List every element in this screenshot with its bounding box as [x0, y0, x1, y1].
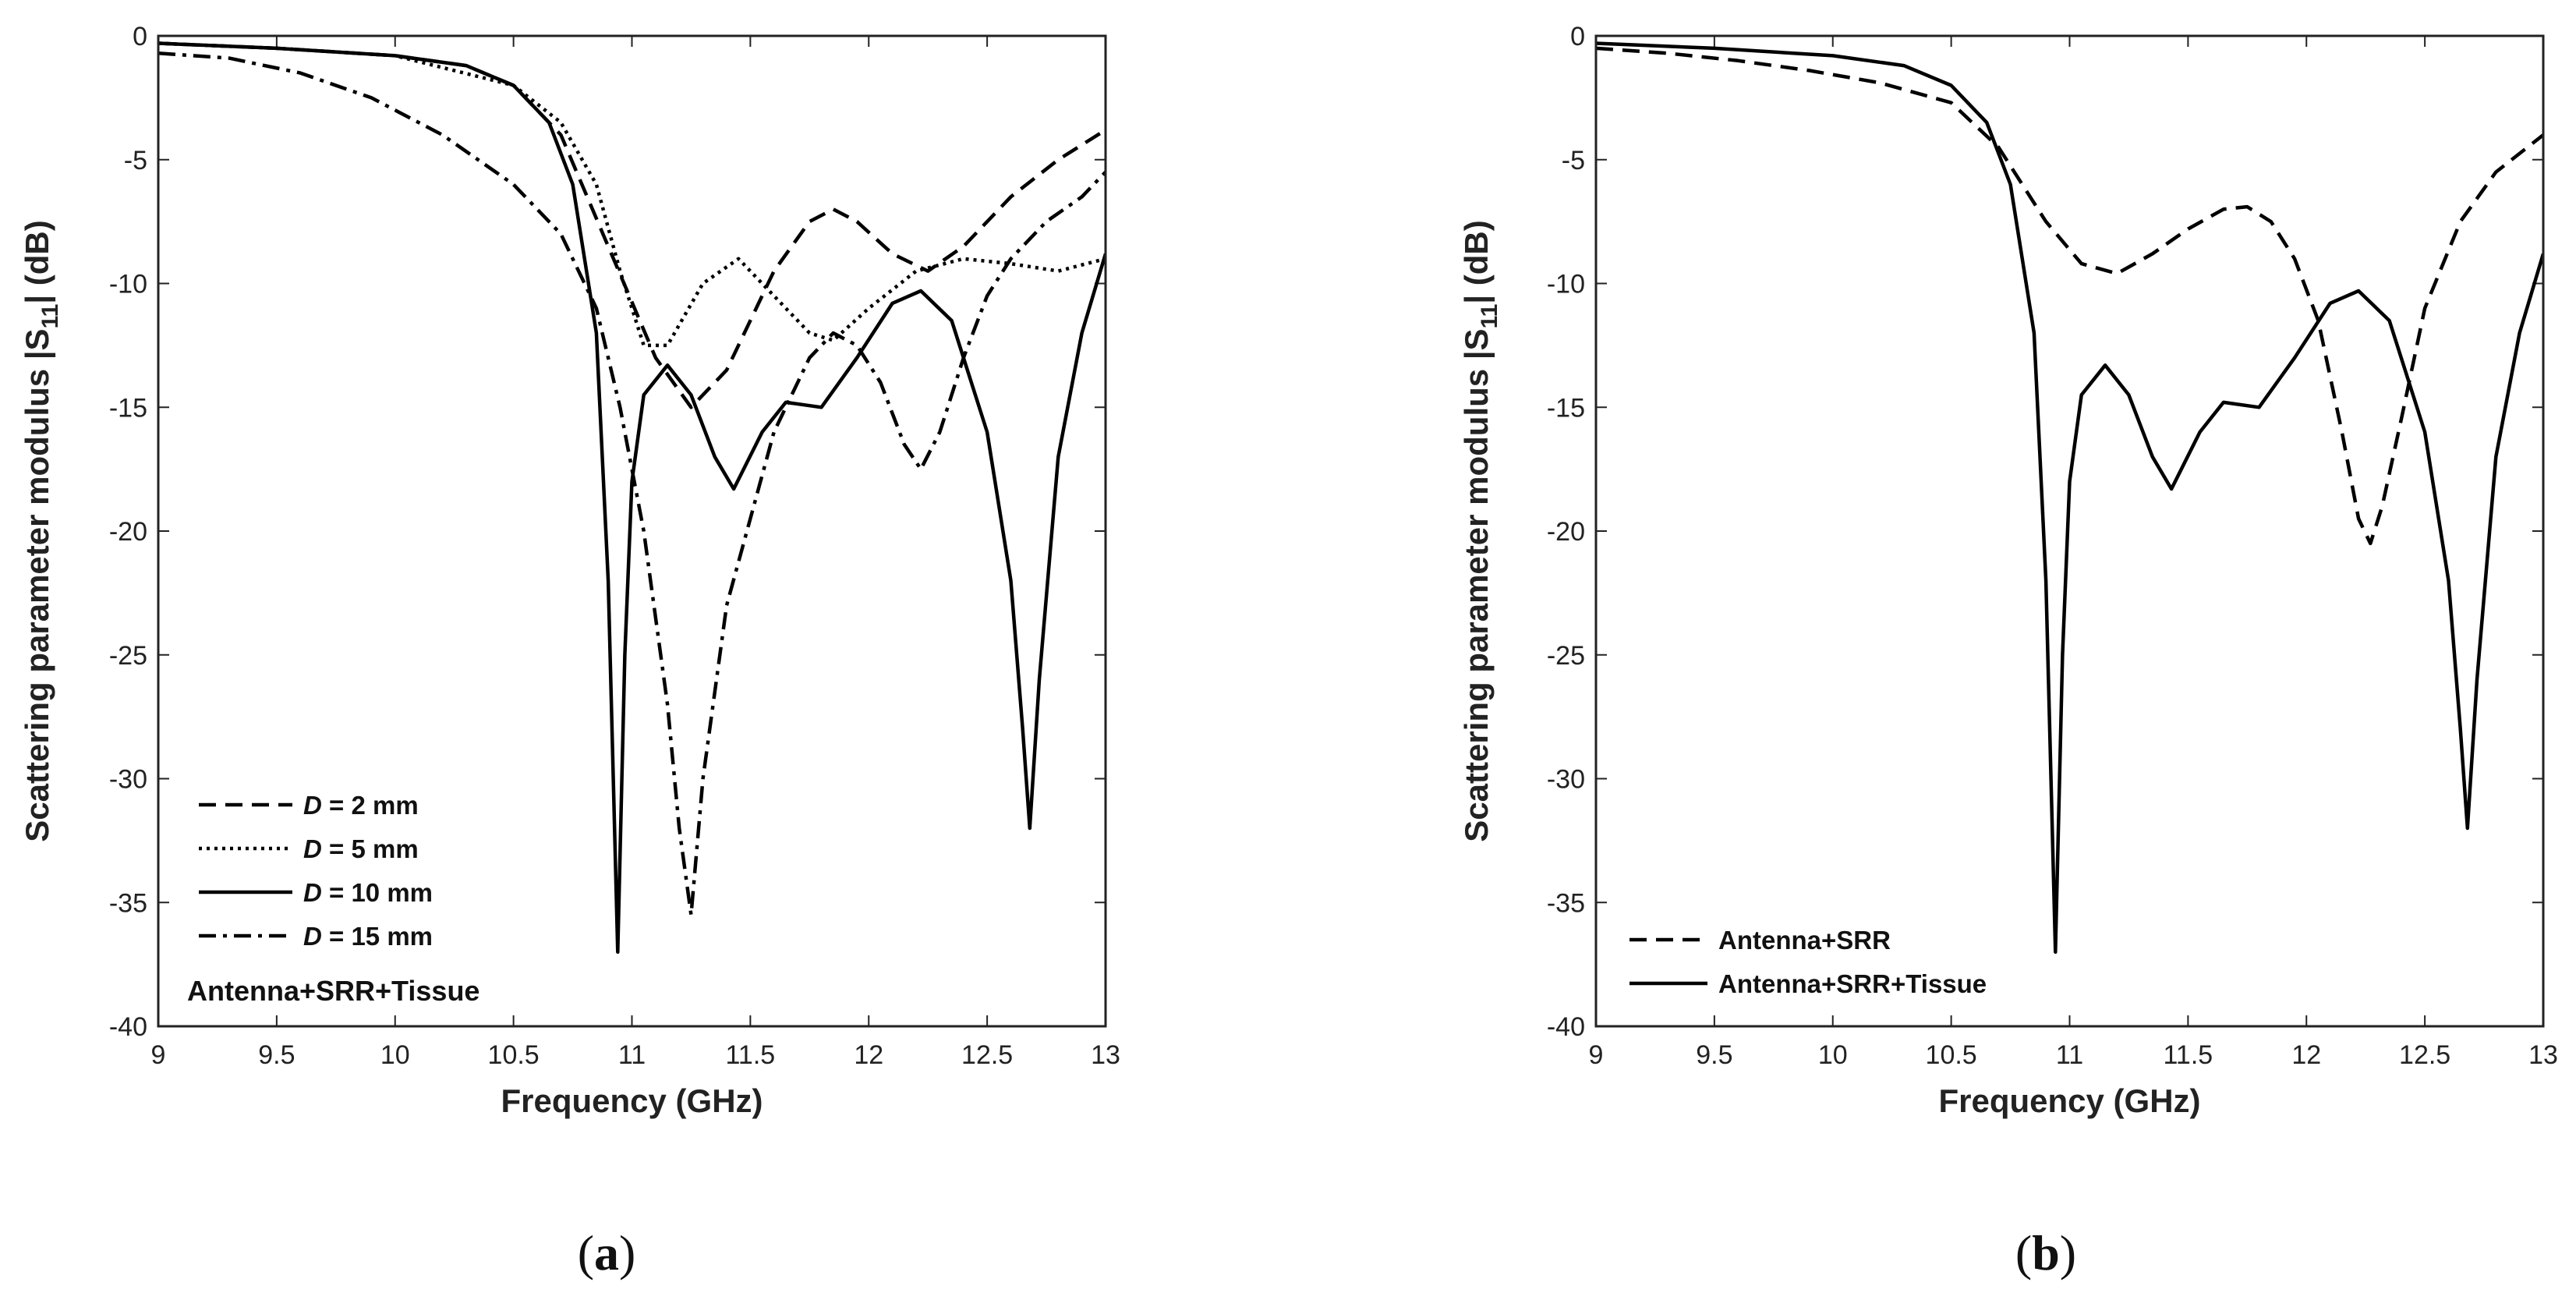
caption-paren-close: ): [2060, 1225, 2076, 1281]
y-tick-label: -10: [1547, 270, 1585, 299]
y-label-suffix: | (dB): [19, 220, 56, 303]
x-tick-label: 10.5: [1926, 1040, 1977, 1070]
series-line-d-5-mm: [158, 41, 1106, 348]
x-tick-label: 10: [380, 1040, 410, 1070]
y-tick-label: -15: [1547, 393, 1585, 423]
y-label-prefix: Scattering parameter modulus |S: [19, 328, 56, 841]
legend-var: D: [303, 834, 322, 863]
x-tick-label: 11.5: [2164, 1040, 2213, 1070]
x-tick-label: 12.5: [961, 1040, 1013, 1070]
x-axis-label: Frequency (GHz): [1938, 1082, 2200, 1119]
x-tick-label: 10.5: [488, 1040, 540, 1070]
y-label-prefix: Scattering parameter modulus |S: [1458, 328, 1495, 841]
y-axis-label: Scattering parameter modulus |S11| (dB): [1458, 220, 1502, 841]
annotation-label: Antenna+SRR+Tissue: [187, 975, 479, 1007]
series-line-antenna-srr-tissue: [1596, 41, 2543, 955]
series-line-d-10-mm: [158, 41, 1106, 955]
y-axis-label: Scattering parameter modulus |S11| (dB): [19, 220, 63, 841]
y-tick-label: -40: [109, 1012, 147, 1042]
legend-label: Antenna+SRR+Tissue: [1718, 969, 1987, 998]
legend-text: = 2 mm: [322, 791, 419, 820]
caption-letter: b: [2032, 1225, 2060, 1281]
legend-label: D = 10 mm: [303, 878, 433, 907]
y-tick-label: -5: [1562, 146, 1585, 175]
y-tick-label: 0: [133, 22, 147, 51]
y-tick-label: -15: [109, 393, 147, 423]
panel-caption: (b): [2015, 1225, 2076, 1281]
y-tick-label: -25: [109, 641, 147, 671]
x-axis-label: Frequency (GHz): [501, 1082, 763, 1119]
legend-text: Antenna+SRR: [1718, 926, 1891, 955]
x-tick-label: 12: [2291, 1040, 2321, 1070]
panel-a: 9 9.5 10 10.5 11 11.5 12 12.5 13 0 -5 -10 -15 -20 -25 -…: [19, 22, 1120, 1281]
plot-frame: [1594, 34, 2545, 1028]
legend-label: D = 5 mm: [303, 834, 419, 863]
panel-caption: (a): [578, 1225, 636, 1281]
legend-text: = 10 mm: [322, 878, 433, 907]
series-line-antenna-srr: [1596, 46, 2543, 546]
caption-letter: a: [594, 1225, 619, 1281]
legend-var: D: [303, 791, 322, 820]
x-tick-label: 13: [1091, 1040, 1120, 1070]
legend-text: Antenna+SRR+Tissue: [1718, 969, 1987, 998]
y-label-subscript: 11: [37, 304, 63, 329]
x-tick-label: 13: [2528, 1040, 2558, 1070]
caption-paren-close: ): [619, 1225, 635, 1281]
y-tick-label: -30: [109, 765, 147, 795]
y-tick-label: 0: [1570, 22, 1585, 51]
y-label-suffix: | (dB): [1458, 220, 1495, 303]
x-tick-label: 11: [2056, 1040, 2083, 1070]
y-tick-label: -5: [124, 146, 147, 175]
caption-paren-open: (: [2015, 1225, 2032, 1281]
x-tick-label: 9.5: [1696, 1040, 1732, 1070]
y-tick-label: -35: [109, 888, 147, 918]
series-group: [1596, 41, 2543, 955]
x-tick-label: 9: [151, 1040, 166, 1070]
y-tick-label: -10: [109, 270, 147, 299]
x-tick-label: 11.5: [726, 1040, 776, 1070]
legend-label: D = 2 mm: [303, 791, 419, 820]
x-tick-label: 12: [854, 1040, 883, 1070]
y-label-subscript: 11: [1477, 304, 1502, 329]
legend-text: = 5 mm: [322, 834, 419, 863]
y-tick-label: -20: [109, 517, 147, 547]
x-tick-label: 9: [1589, 1040, 1604, 1070]
y-tick-label: -20: [1547, 517, 1585, 547]
series-line-d-2-mm: [158, 41, 1106, 409]
y-tick-label: -25: [1547, 641, 1585, 671]
series-line-d-15-mm: [158, 51, 1106, 917]
x-tick-label: 12.5: [2399, 1040, 2450, 1070]
y-tick-label: -30: [1547, 765, 1585, 795]
caption-paren-open: (: [578, 1225, 594, 1281]
x-tick-label: 11: [618, 1040, 646, 1070]
legend-label: Antenna+SRR: [1718, 926, 1891, 955]
x-tick-label: 9.5: [258, 1040, 295, 1070]
panel-b: 9 9.5 10 10.5 11 11.5 12 12.5 13 0 -5 -10 -15 -20 -25 -…: [1458, 22, 2558, 1281]
legend-var: D: [303, 878, 322, 907]
y-tick-label: -35: [1547, 888, 1585, 918]
series-group: [158, 41, 1106, 955]
legend-var: D: [303, 922, 322, 951]
legend-text: = 15 mm: [322, 922, 433, 951]
x-tick-label: 10: [1818, 1040, 1848, 1070]
y-tick-label: -40: [1547, 1012, 1585, 1042]
legend-label: D = 15 mm: [303, 922, 433, 951]
plot-frame: [157, 34, 1107, 1028]
